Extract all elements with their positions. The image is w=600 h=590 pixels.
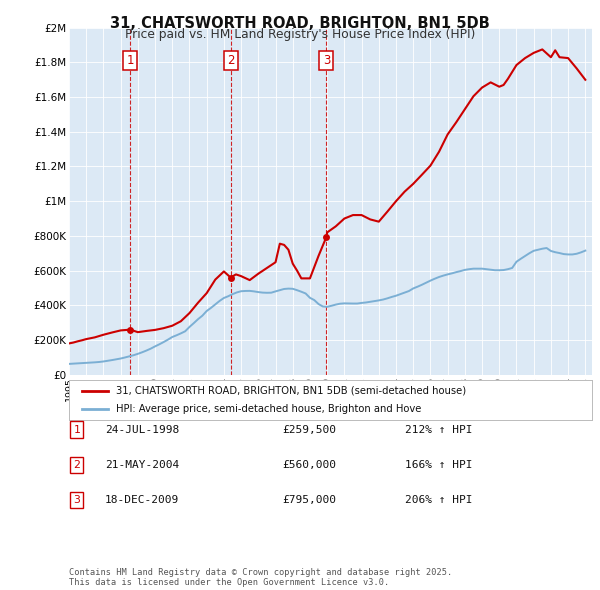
Text: HPI: Average price, semi-detached house, Brighton and Hove: HPI: Average price, semi-detached house,… [116, 404, 421, 414]
Text: 3: 3 [323, 54, 330, 67]
Text: 18-DEC-2009: 18-DEC-2009 [105, 496, 179, 505]
Text: 2: 2 [73, 460, 80, 470]
Text: £795,000: £795,000 [282, 496, 336, 505]
Text: 166% ↑ HPI: 166% ↑ HPI [405, 460, 473, 470]
Text: 21-MAY-2004: 21-MAY-2004 [105, 460, 179, 470]
Text: 31, CHATSWORTH ROAD, BRIGHTON, BN1 5DB: 31, CHATSWORTH ROAD, BRIGHTON, BN1 5DB [110, 16, 490, 31]
Text: 2: 2 [227, 54, 235, 67]
Text: Contains HM Land Registry data © Crown copyright and database right 2025.
This d: Contains HM Land Registry data © Crown c… [69, 568, 452, 587]
Text: 1: 1 [127, 54, 134, 67]
Text: 3: 3 [73, 496, 80, 505]
Text: £560,000: £560,000 [282, 460, 336, 470]
Text: 24-JUL-1998: 24-JUL-1998 [105, 425, 179, 434]
Text: 206% ↑ HPI: 206% ↑ HPI [405, 496, 473, 505]
Text: Price paid vs. HM Land Registry's House Price Index (HPI): Price paid vs. HM Land Registry's House … [125, 28, 475, 41]
Text: £259,500: £259,500 [282, 425, 336, 434]
Text: 31, CHATSWORTH ROAD, BRIGHTON, BN1 5DB (semi-detached house): 31, CHATSWORTH ROAD, BRIGHTON, BN1 5DB (… [116, 386, 466, 396]
Text: 212% ↑ HPI: 212% ↑ HPI [405, 425, 473, 434]
Text: 1: 1 [73, 425, 80, 434]
